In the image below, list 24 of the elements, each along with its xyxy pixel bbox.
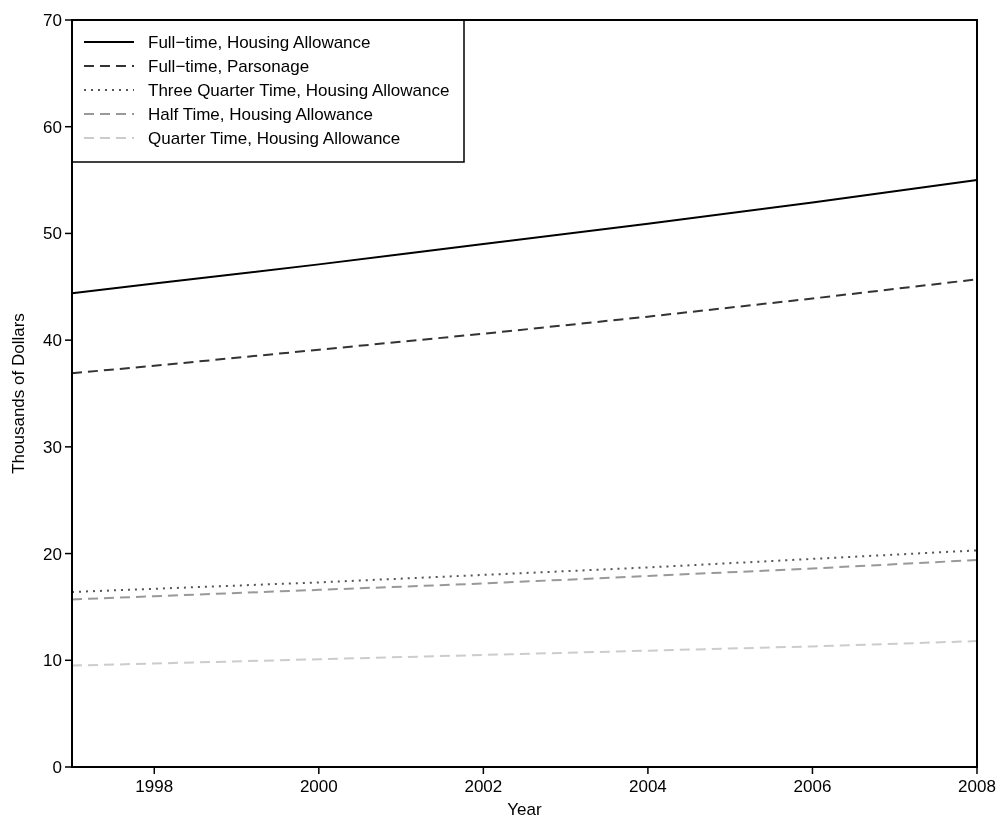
line-series [71,549,978,593]
line-series [71,640,978,667]
x-tick-label: 2000 [299,777,338,796]
x-tick-label: 2006 [793,777,832,796]
y-tick-label: 60 [43,117,62,137]
x-tick-label: 2002 [464,777,503,796]
y-tick-label: 10 [43,651,62,671]
y-tick-label: 70 [43,11,62,30]
legend-label: Half Time, Housing Allowance [148,105,373,124]
x-axis-title: Year [507,800,543,819]
legend-label: Full−time, Housing Allowance [148,33,371,52]
legend-label: Quarter Time, Housing Allowance [148,129,401,148]
x-tick-label: 1998 [135,777,174,796]
y-tick-label: 50 [43,224,62,244]
y-tick-label: 20 [43,544,62,564]
y-tick-label: 40 [43,331,62,351]
line-series [71,558,978,601]
legend-label: Full−time, Parsonage [148,57,310,76]
y-axis-title: Thousands of Dollars [9,313,28,474]
legend-label: Three Quarter Time, Housing Allowance [148,81,450,100]
y-tick-label: 30 [43,437,62,457]
y-tick-label: 0 [52,758,62,777]
x-tick-label: 2004 [629,777,667,796]
x-tick-label: 2008 [958,777,996,796]
